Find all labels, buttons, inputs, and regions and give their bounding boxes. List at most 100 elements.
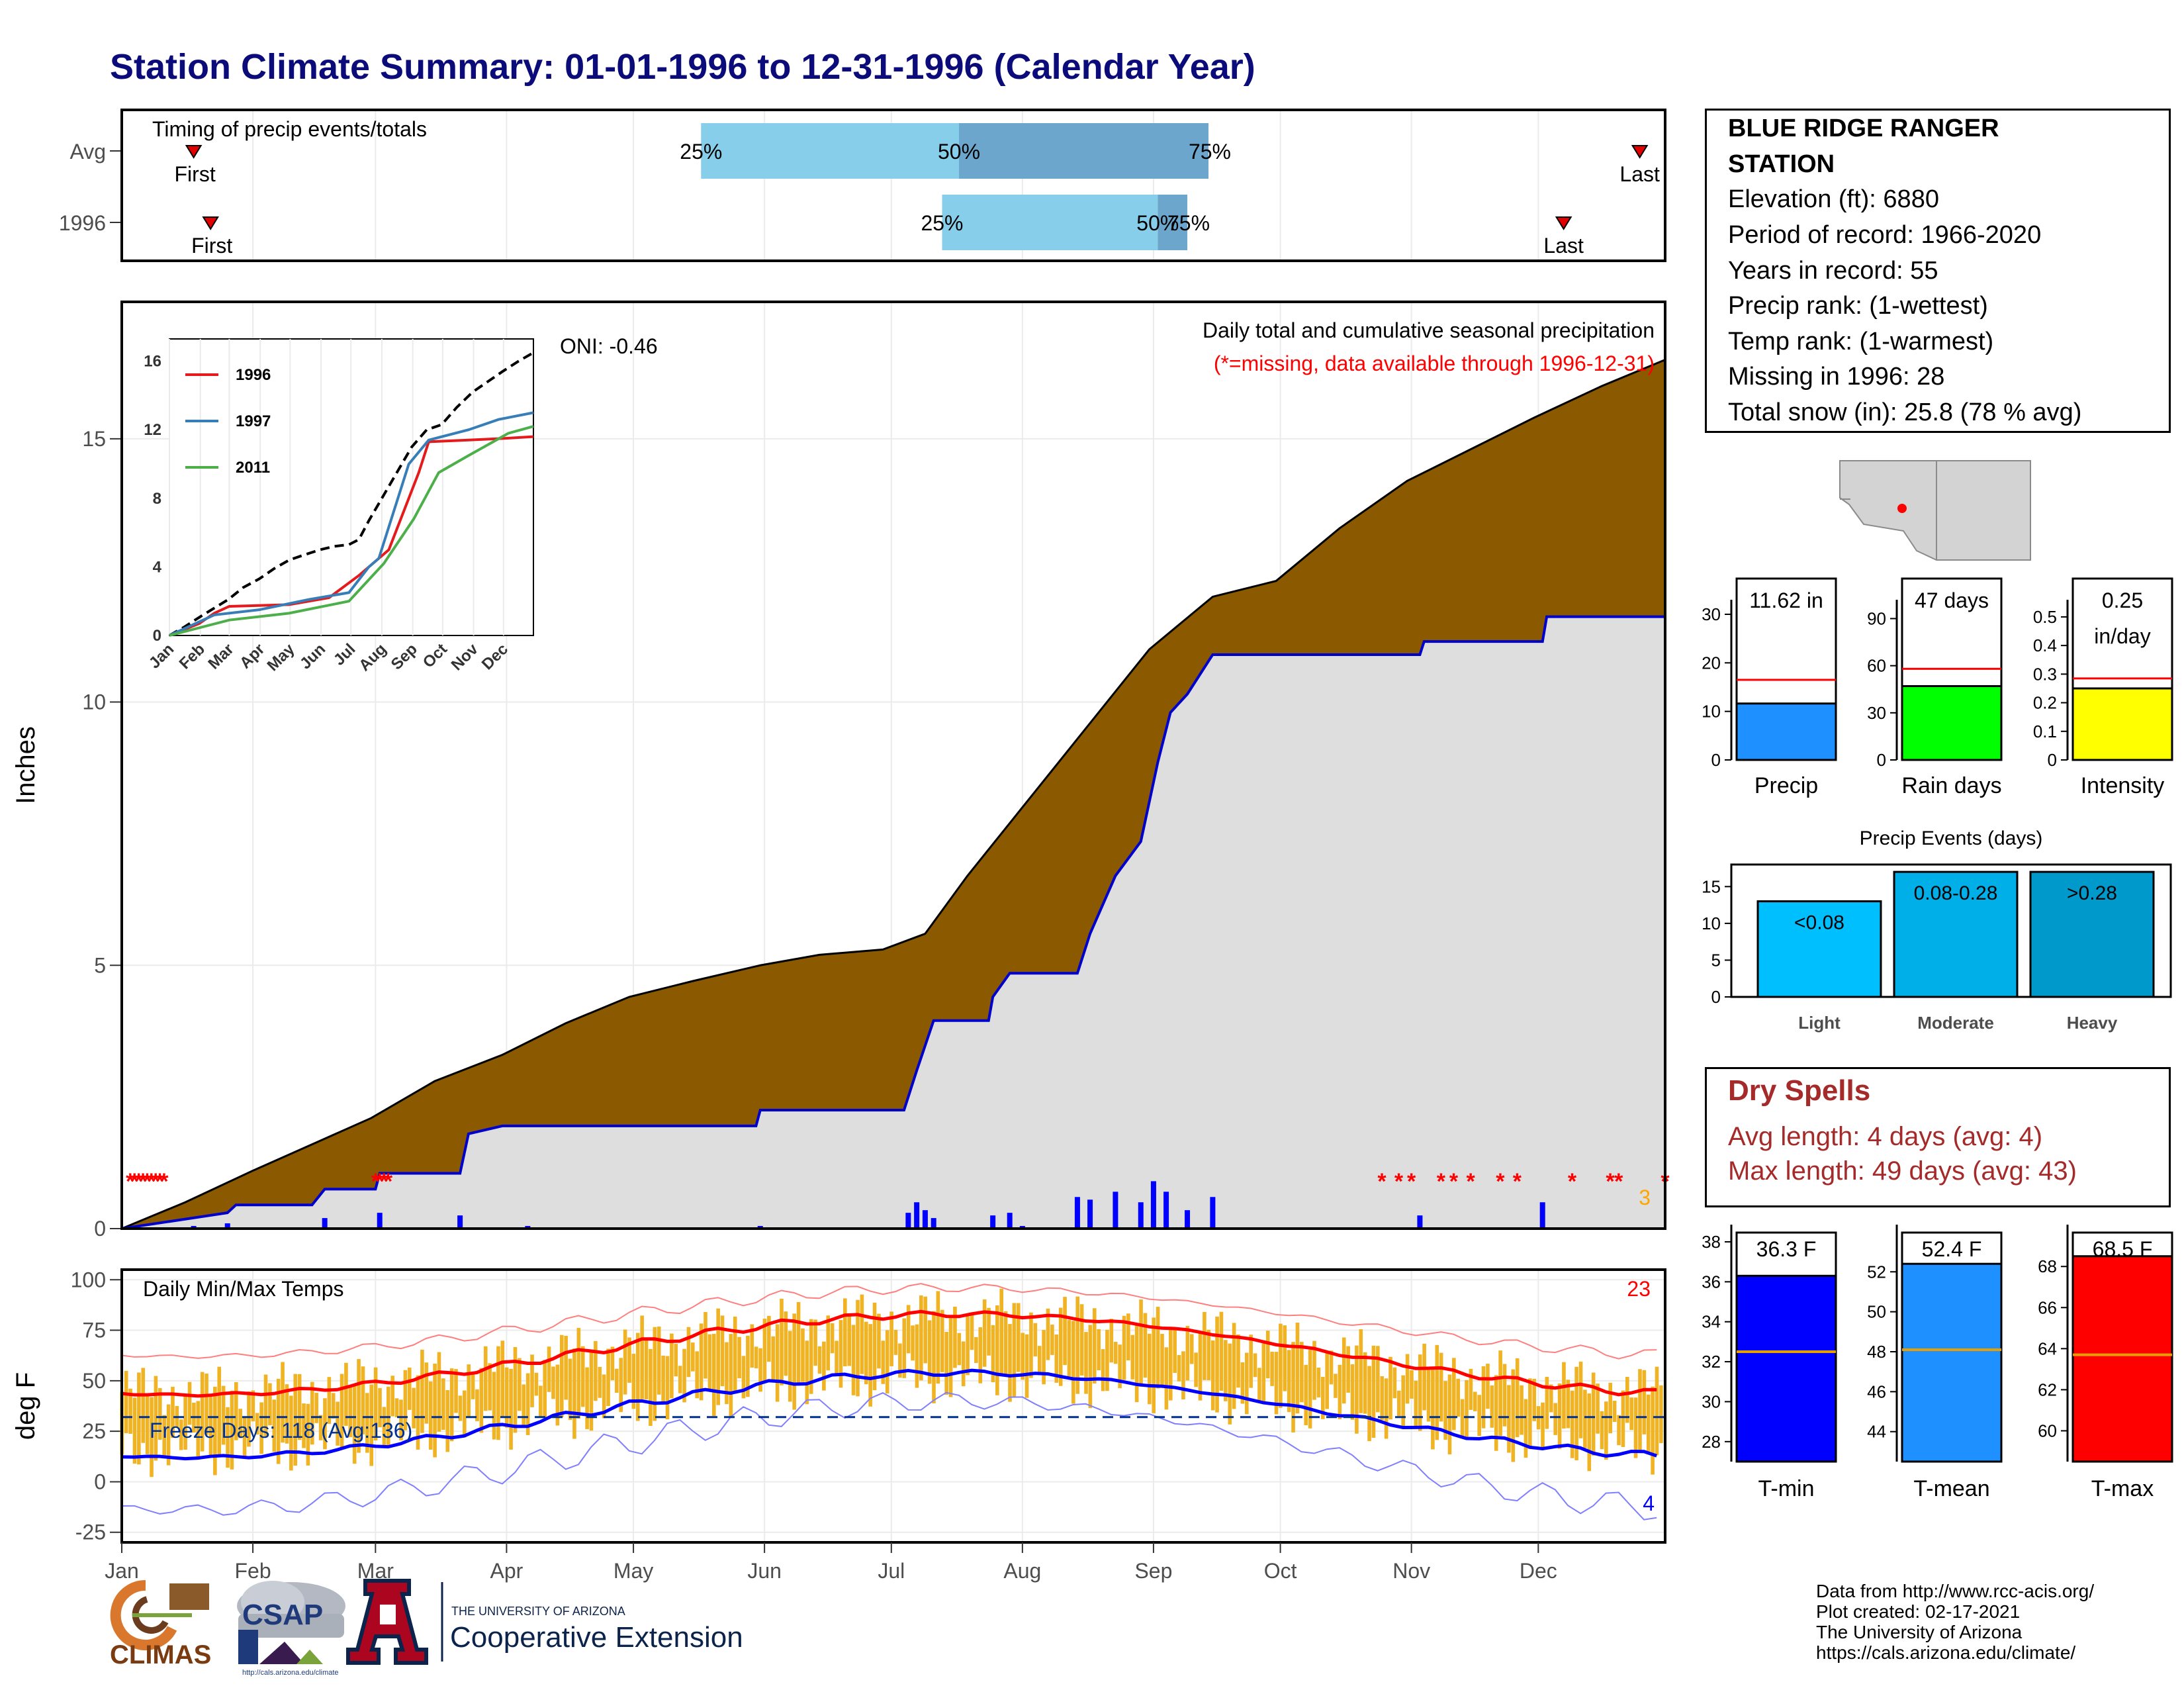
daily-temp-bar (1279, 1323, 1283, 1408)
daily-temp-bar (1562, 1362, 1566, 1429)
daily-temp-bar (589, 1350, 594, 1431)
year-cumulative-line (121, 615, 1665, 1230)
daily-temp-bar (1105, 1329, 1109, 1391)
daily-temp-bar (483, 1346, 488, 1411)
daily-temp-bar (906, 1305, 911, 1354)
daily-temp-bar (449, 1368, 454, 1442)
daily-temp-bar (242, 1417, 247, 1459)
daily-temp-bar (1008, 1324, 1012, 1402)
temp-bar-label: T-max (2091, 1476, 2154, 1501)
daily-precip-bar (1074, 1197, 1080, 1229)
daily-temp-bar (615, 1368, 619, 1393)
daily-temp-bar (433, 1363, 437, 1458)
daily-temp-bar (1156, 1307, 1160, 1389)
daily-precip-bar (931, 1218, 936, 1229)
daily-temp-bar (208, 1397, 213, 1456)
daily-temp-bar (741, 1356, 746, 1399)
daily-temp-bar (1477, 1395, 1481, 1436)
daily-temp-bar (340, 1374, 344, 1448)
credit-plot-created: Plot created: 02-17-2021 (1816, 1601, 2021, 1622)
inset-ytick-label: 4 (153, 558, 162, 576)
daily-temp-bar (183, 1394, 187, 1450)
mini-ytick-label: 0.1 (2033, 722, 2057, 741)
daily-temp-bar (961, 1341, 966, 1387)
logos-strip: CLIMAS CSAP http://cals.arizona.edu/clim… (110, 1579, 743, 1677)
daily-temp-bar (1024, 1334, 1029, 1398)
climas-logo (110, 1579, 209, 1650)
daily-precip-bar (457, 1215, 463, 1229)
missing-day-mark: * (1568, 1169, 1577, 1194)
daily-temp-bar (255, 1413, 259, 1435)
daily-temp-bar (868, 1324, 872, 1407)
missing-day-mark: * (1407, 1169, 1416, 1194)
timing-panel-border (120, 109, 1666, 262)
daily-temp-bar (1346, 1346, 1350, 1393)
daily-temp-bar (1312, 1340, 1316, 1400)
daily-temp-bar (1494, 1375, 1498, 1451)
event-category-label: Moderate (1917, 1013, 1994, 1033)
daily-temp-bar (750, 1324, 754, 1368)
mini-bar-label: Precip (1754, 773, 1818, 798)
daily-temp-bar (1570, 1390, 1574, 1458)
daily-precip-bar (1185, 1210, 1191, 1229)
daily-temp-bar (678, 1366, 682, 1393)
daily-temp-bar (1329, 1350, 1334, 1385)
daily-temp-bar (1545, 1376, 1549, 1429)
daily-temp-bar (247, 1391, 251, 1447)
daily-temp-bar (970, 1314, 974, 1350)
daily-temp-bar (682, 1348, 686, 1403)
daily-temp-bar (1058, 1307, 1063, 1386)
avg-max-temp-line (121, 1309, 1657, 1398)
missing-day-mark: * (151, 1169, 160, 1194)
state-shape (1839, 460, 2031, 561)
daily-temp-bar (1071, 1321, 1075, 1404)
climas-wordmark: CLIMAS (110, 1640, 211, 1669)
daily-temp-bar (1160, 1334, 1164, 1387)
daily-temp-bar (1633, 1397, 1638, 1458)
daily-temp-bar (661, 1355, 665, 1403)
inset-series-line (169, 435, 534, 637)
daily-temp-bar (1257, 1368, 1261, 1401)
credit-university: The University of Arizona (1816, 1622, 2023, 1642)
timing-bar-25-50 (701, 123, 960, 179)
daily-temp-bar (1075, 1296, 1080, 1394)
daily-temp-bar (251, 1390, 255, 1422)
first-marker (185, 145, 203, 159)
station-name-line1: BLUE RIDGE RANGER (1728, 115, 1999, 142)
daily-temp-bar (1232, 1323, 1236, 1409)
daily-temp-bar (1249, 1335, 1253, 1388)
ua-logo (346, 1579, 443, 1665)
temp-panel-border (120, 1268, 1666, 1544)
mini-ytick-label: 10 (1702, 702, 1721, 722)
missing-day-mark: * (147, 1169, 156, 1194)
event-category-label: Light (1798, 1013, 1841, 1033)
dry-spells-max: Max length: 49 days (avg: 43) (1728, 1156, 2077, 1186)
daily-temp-bar (137, 1372, 141, 1465)
missing-day-mark: * (1449, 1169, 1459, 1194)
missing-day-mark: * (1606, 1169, 1615, 1194)
mini-ytick-label: 90 (1867, 608, 1886, 628)
daily-precip-bar (1539, 1202, 1545, 1229)
mini-ytick-label: 20 (1702, 653, 1721, 673)
event-range-label: >0.28 (2067, 882, 2117, 904)
daily-temp-bar (982, 1299, 987, 1367)
daily-temp-bar (1079, 1304, 1084, 1376)
daily-temp-bar (1363, 1352, 1367, 1414)
event-category-label: Heavy (2067, 1013, 2118, 1033)
daily-precip-bar (1007, 1213, 1013, 1229)
csap-wordmark: CSAP (242, 1599, 323, 1631)
daily-temp-bar (369, 1384, 374, 1466)
daily-temp-bar (1088, 1325, 1093, 1409)
daily-temp-bar (649, 1348, 653, 1427)
last-marker (1555, 216, 1572, 230)
daily-temp-bar (1376, 1346, 1380, 1413)
daily-temp-bar (1490, 1385, 1494, 1428)
daily-temp-bar (394, 1398, 399, 1418)
daily-temp-bar (213, 1386, 217, 1476)
daily-temp-bar (1431, 1369, 1435, 1450)
mini-ytick-label: 0 (1711, 750, 1721, 770)
daily-temp-bar (226, 1407, 230, 1468)
missing-day-mark: * (1377, 1169, 1387, 1194)
daily-temp-bar (762, 1319, 767, 1382)
daily-temp-bar (860, 1294, 864, 1374)
